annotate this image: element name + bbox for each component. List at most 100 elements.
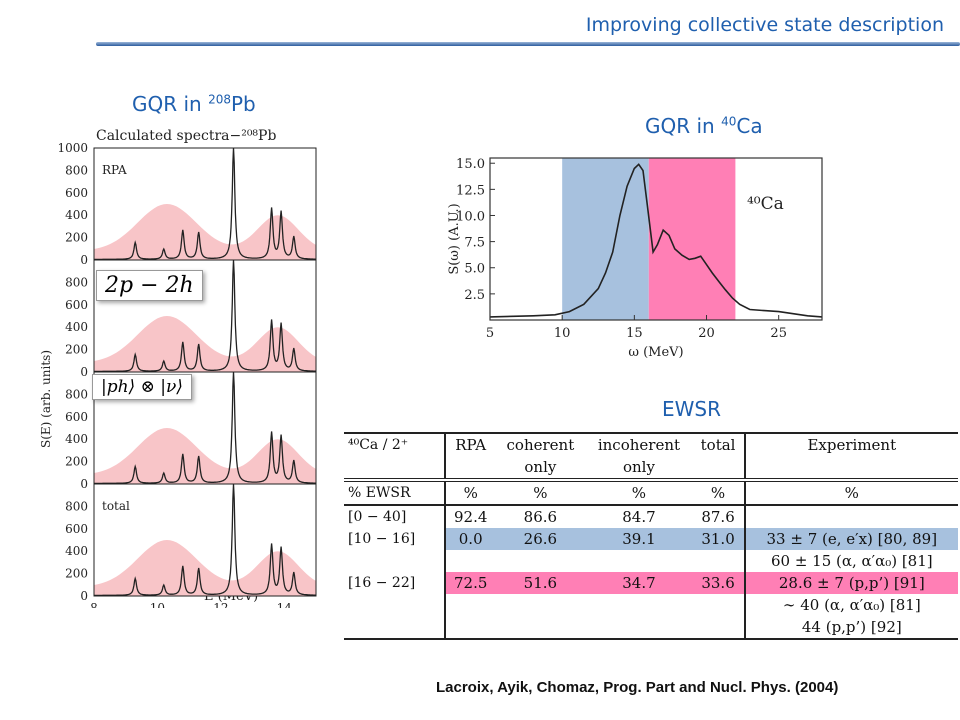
ca-xtick-label: 20 <box>698 326 715 341</box>
pb-ylabel: S(E) (arb. units) <box>39 350 53 448</box>
pb-ytick-label: 600 <box>65 298 88 312</box>
ewsr-cell: 39.1 <box>585 528 693 550</box>
ewsr-cell <box>585 616 692 639</box>
ewsr-cell <box>743 505 958 528</box>
ewsr-subheader-row: % EWSR%%%%% <box>344 480 958 505</box>
ewsr-cell <box>344 550 446 572</box>
pb-ytick-label: 0 <box>80 589 88 603</box>
ewsr-cell: [10 − 16] <box>344 528 446 550</box>
pb-ytick-label: 400 <box>65 320 88 334</box>
ewsr-cell <box>445 456 495 480</box>
ewsr-row: 44 (p,p’) [92] <box>344 616 958 639</box>
pb-spectrum-line <box>94 259 316 373</box>
ewsr-cell: [0 − 40] <box>344 505 446 528</box>
ewsr-header-row: ⁴⁰Ca / 2⁺ RPA coherent incoherent total Exper… <box>344 433 958 456</box>
ewsr-cell: 33 ± 7 (e, e′x) [80, 89] <box>743 528 958 550</box>
pb-ytick-label: 800 <box>65 163 88 177</box>
ca-annotation: ⁴⁰Ca <box>747 194 784 214</box>
ewsr-cell: only <box>524 458 557 476</box>
pb-ytick-label: 800 <box>65 275 88 289</box>
ca-band-0 <box>562 158 649 320</box>
pb-envelope <box>94 204 316 260</box>
pb-spectrum-line <box>94 371 316 485</box>
pb-envelope <box>94 428 316 484</box>
ewsr-cell: 31.0 <box>692 528 745 550</box>
ca-xlabel: ω (MeV) <box>628 345 683 360</box>
ca-ytick-label: 7.5 <box>464 236 485 251</box>
pb-spectra-figure: Calculated spectra−²⁰⁸Pb S(E) (arb. unit… <box>39 128 317 608</box>
ewsr-table: ⁴⁰Ca / 2⁺ RPA coherent incoherent total Exper… <box>344 432 958 640</box>
pb-ytick-label: 0 <box>80 477 88 491</box>
pb-panel-label: RPA <box>102 163 127 177</box>
ewsr-cell <box>743 456 958 480</box>
ewsr-cell: % <box>710 484 726 502</box>
ewsr-cell <box>693 594 745 616</box>
ca-ytick-label: 15.0 <box>456 157 485 172</box>
mid-figure-label: GQR in 40Ca <box>645 114 763 138</box>
pb-ytick-label: 200 <box>65 343 88 357</box>
ewsr-cell: Experiment <box>743 433 958 456</box>
pb-ytick-label: 600 <box>65 186 88 200</box>
ewsr-cell: 84.7 <box>622 508 656 526</box>
ca-ytick-label: 12.5 <box>456 183 485 198</box>
ewsr-cell: 44 (p,p’) [92] <box>743 616 958 639</box>
slide-title: Improving collective state description <box>585 14 944 36</box>
pb-ytick-label: 600 <box>65 410 88 424</box>
ewsr-cell <box>344 594 446 616</box>
pb-ytick-label: 400 <box>65 432 88 446</box>
ewsr-cell: 60 ± 15 (α, α′α₀) [81] <box>743 550 958 572</box>
ewsr-cell: 51.6 <box>495 572 586 594</box>
ewsr-cell: RPA <box>455 436 487 454</box>
ewsr-header-row: only only <box>344 456 958 480</box>
pb-spectrum-line <box>94 483 316 597</box>
ewsr-cell: % <box>743 480 958 505</box>
ewsr-label: EWSR <box>662 397 722 421</box>
ewsr-cell: ⁴⁰Ca / 2⁺ <box>344 433 446 456</box>
pb-ytick-label: 0 <box>80 365 88 379</box>
ca-xtick-label: 5 <box>486 326 494 341</box>
ewsr-cell: [16 − 22] <box>344 572 446 594</box>
pb-ytick-label: 400 <box>65 208 88 222</box>
pb-spectrum-line <box>94 147 316 261</box>
ewsr-cell: % <box>463 484 478 502</box>
ewsr-cell: % <box>631 484 647 502</box>
pb-ytick-label: 800 <box>65 387 88 401</box>
ca-ytick-label: 2.5 <box>464 288 485 303</box>
ewsr-cell: 33.6 <box>692 572 745 594</box>
badge-2p2h: 2p − 2h <box>96 270 203 301</box>
ca-ytick-label: 5.0 <box>464 262 485 277</box>
ca-ylabel: S(ω) (A.U.) <box>448 203 462 274</box>
pb-envelope <box>94 540 316 596</box>
pb-panel-frame <box>93 483 317 597</box>
ewsr-cell <box>495 550 585 572</box>
ewsr-cell: % EWSR <box>344 480 446 505</box>
ca-gqr-chart: 15.0 12.5 10.0 7.5 5.0 2.5 5 10 15 20 25 ω (MeV) S(ω… <box>448 157 823 360</box>
pb-ytick-label: 0 <box>80 253 88 267</box>
ewsr-cell <box>585 550 692 572</box>
pb-ytick-label: 800 <box>65 499 88 513</box>
ewsr-cell: 26.6 <box>495 528 586 550</box>
ewsr-cell: ∼ 40 (α, α′α₀) [81] <box>743 594 958 616</box>
ewsr-cell <box>445 616 495 639</box>
pb-envelope <box>94 316 316 372</box>
ewsr-row: [16 − 22] 72.5 51.6 34.7 33.6 28.6 ± 7 (p,p’)… <box>344 572 958 594</box>
pb-ytick-label: 600 <box>65 522 88 536</box>
ewsr-cell: 87.6 <box>701 508 735 526</box>
ca-xtick-label: 25 <box>770 326 787 341</box>
ewsr-row: [10 − 16] 0.0 26.6 39.1 31.0 33 ± 7 (e, e′x) … <box>344 528 958 550</box>
ewsr-cell <box>585 594 692 616</box>
ewsr-cell: 92.4 <box>453 508 488 526</box>
ewsr-cell <box>693 616 745 639</box>
ewsr-cell <box>495 594 585 616</box>
ewsr-row: ∼ 40 (α, α′α₀) [81] <box>344 594 958 616</box>
title-underline <box>96 42 960 46</box>
badge-ph-nu: |ph⟩ ⊗ |ν⟩ <box>92 374 192 400</box>
ewsr-cell: incoherent <box>597 436 681 454</box>
ewsr-cell: 72.5 <box>445 572 496 594</box>
pb-xtick-label: 10 <box>150 601 165 608</box>
ewsr-cell: coherent <box>506 436 575 454</box>
ewsr-cell <box>445 550 495 572</box>
pb-xtick-label: 14 <box>277 601 293 608</box>
ca-xtick-label: 10 <box>554 326 571 341</box>
ewsr-cell <box>344 616 446 639</box>
